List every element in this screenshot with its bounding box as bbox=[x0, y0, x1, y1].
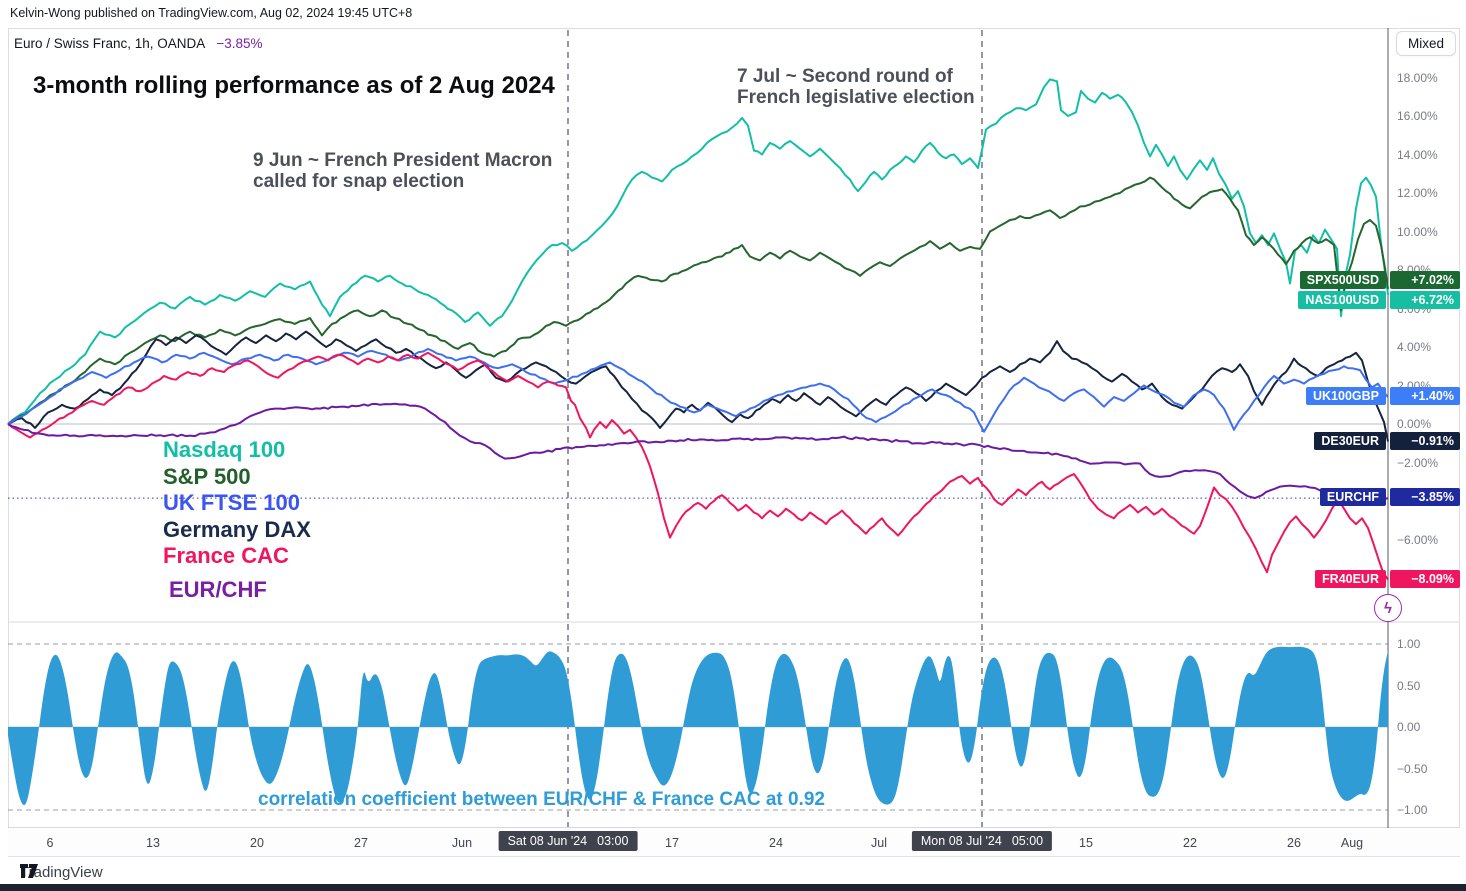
time-tick-22: 22 bbox=[1183, 836, 1197, 850]
scale-tick: 0.00% bbox=[1397, 417, 1432, 431]
corr-scale-tick: −1.00 bbox=[1397, 803, 1428, 817]
symbol-row[interactable]: Euro / Swiss Franc, 1h, OANDA −3.85% bbox=[14, 36, 263, 51]
legend-item-nasdaq-100: Nasdaq 100 bbox=[163, 437, 286, 462]
price-badge-UK100GBP[interactable]: +1.40% bbox=[1390, 387, 1460, 406]
legend: Nasdaq 100 S&P 500 UK FTSE 100 Germany DAX F… bbox=[163, 437, 311, 603]
bottom-bar bbox=[0, 884, 1466, 891]
series-line-DE30EUR bbox=[7, 330, 1389, 442]
time-tick-13: 13 bbox=[146, 836, 160, 850]
scale-tick: 16.00% bbox=[1397, 109, 1438, 123]
legend-item-s-p-500: S&P 500 bbox=[163, 463, 251, 489]
annotation-second-round-line2: French legislative election bbox=[737, 87, 975, 108]
page-title: 3-month rolling performance as of 2 Aug … bbox=[33, 72, 555, 99]
time-tick-Jul: Jul bbox=[871, 836, 887, 850]
correlation-area bbox=[8, 646, 1388, 806]
time-tick-Jun: Jun bbox=[451, 836, 473, 850]
scale-tick: 12.00% bbox=[1397, 186, 1438, 200]
series-line-EURCHF bbox=[7, 402, 1389, 502]
time-badge: Mon 08 Jul '24 05:00 bbox=[911, 831, 1053, 851]
price-badge-SPX500USD[interactable]: +7.02% bbox=[1390, 270, 1460, 289]
price-badge-FR40EUR[interactable]: −8.09% bbox=[1390, 569, 1460, 588]
series-line-FR40EUR bbox=[7, 351, 1389, 581]
time-tick-Aug: Aug bbox=[1340, 836, 1364, 850]
symbol-change: −3.85% bbox=[216, 36, 263, 51]
time-tick-6: 6 bbox=[46, 836, 54, 850]
brand-text: TradingView bbox=[20, 864, 103, 881]
scale-tick: 10.00% bbox=[1397, 224, 1438, 239]
corr-scale-tick: 1.00 bbox=[1397, 637, 1421, 651]
lightning-icon[interactable]: ϟ bbox=[1374, 594, 1402, 622]
series-line-SPX500USD bbox=[7, 176, 1389, 425]
series-name-tag-NAS100USD[interactable]: NAS100USD bbox=[1298, 290, 1386, 309]
symbol-title: Euro / Swiss Franc, 1h, OANDA bbox=[14, 36, 205, 51]
legend-item-germany-dax: Germany DAX bbox=[163, 516, 311, 542]
tradingview-footer[interactable]: TradingView bbox=[20, 864, 103, 881]
correlation-note: correlation coefficient between EUR/CHF … bbox=[258, 789, 825, 810]
time-tick-24: 24 bbox=[769, 836, 783, 850]
time-tick-27: 27 bbox=[354, 836, 368, 850]
legend-item-france-cac: France CAC bbox=[163, 543, 289, 568]
scale-tick: 4.00% bbox=[1397, 340, 1432, 354]
annotation-macron-line2: called for snap election bbox=[253, 171, 465, 192]
annotation-macron-line1: 9 Jun ~ French President Macron bbox=[253, 150, 553, 171]
time-tick-26: 26 bbox=[1287, 836, 1301, 850]
time-tick-17: 17 bbox=[665, 836, 679, 850]
price-badge-DE30EUR[interactable]: −0.91% bbox=[1390, 431, 1460, 450]
scale-tick: −2.00% bbox=[1397, 455, 1439, 470]
annotation-macron: 9 Jun ~ French President Macron called f… bbox=[253, 150, 552, 192]
scale-tick: −6.00% bbox=[1397, 532, 1439, 547]
time-scale[interactable] bbox=[8, 828, 1460, 857]
legend-item-eur-chf: EUR/CHF bbox=[169, 576, 267, 602]
price-badge-NAS100USD[interactable]: +6.72% bbox=[1390, 290, 1460, 309]
legend-item-uk-ftse-100: UK FTSE 100 bbox=[163, 490, 300, 515]
time-tick-20: 20 bbox=[250, 836, 264, 850]
price-badge-EURCHF[interactable]: −3.85% bbox=[1390, 488, 1460, 507]
series-name-tag-SPX500USD[interactable]: SPX500USD bbox=[1299, 270, 1386, 289]
annotation-second-round: 7 Jul ~ Second round of French legislati… bbox=[737, 66, 975, 108]
annotation-second-round-line1: 7 Jul ~ Second round of bbox=[737, 66, 953, 87]
scale-tick: 18.00% bbox=[1397, 70, 1438, 85]
series-line-NAS100USD bbox=[7, 78, 1389, 425]
series-line-UK100GBP bbox=[7, 347, 1389, 433]
time-tick-15: 15 bbox=[1079, 836, 1093, 850]
series-name-tag-DE30EUR[interactable]: DE30EUR bbox=[1314, 431, 1386, 450]
tradingview-logo-icon bbox=[20, 864, 38, 878]
series-name-tag-FR40EUR[interactable]: FR40EUR bbox=[1315, 569, 1386, 588]
corr-scale-tick: 0.00 bbox=[1397, 720, 1421, 734]
attribution-text: Kelvin-Wong published on TradingView.com… bbox=[10, 6, 413, 20]
series-name-tag-UK100GBP[interactable]: UK100GBP bbox=[1306, 387, 1386, 406]
time-badge: Sat 08 Jun '24 03:00 bbox=[498, 831, 638, 851]
scale-tick: 14.00% bbox=[1397, 147, 1438, 162]
mixed-scale-button[interactable]: Mixed bbox=[1396, 31, 1457, 56]
corr-scale-tick: 0.50 bbox=[1397, 678, 1421, 693]
corr-scale-tick: −0.50 bbox=[1397, 761, 1428, 776]
series-name-tag-EURCHF[interactable]: EURCHF bbox=[1319, 488, 1386, 507]
